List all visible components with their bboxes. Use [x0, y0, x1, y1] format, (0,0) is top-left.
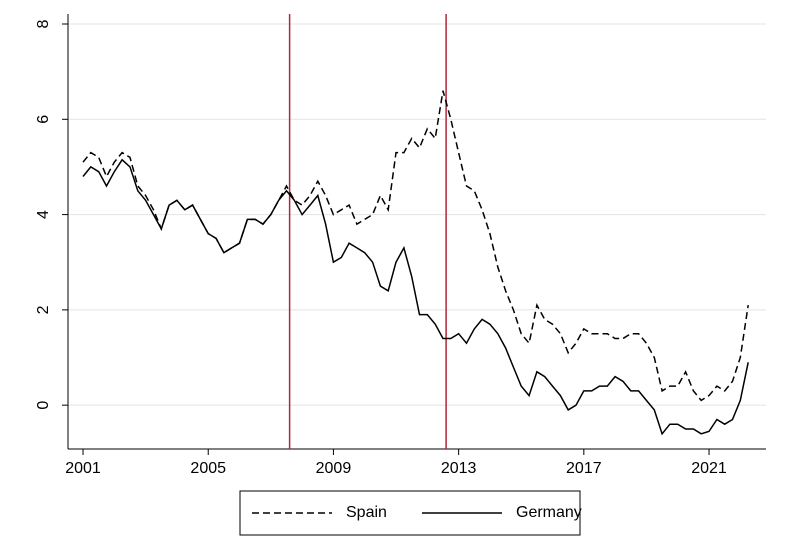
- legend: Spain Germany: [239, 490, 582, 536]
- x-tick-label: 2017: [566, 460, 602, 477]
- x-tick-label: 2021: [691, 460, 727, 477]
- x-tick-label: 2009: [316, 460, 352, 477]
- series-line: [82, 90, 749, 402]
- y-tick-label: 6: [35, 115, 52, 124]
- y-tick-label: 2: [35, 305, 52, 314]
- legend-label: Germany: [516, 504, 582, 521]
- x-tick-label: 2013: [441, 460, 477, 477]
- x-tick-label: 2005: [190, 460, 226, 477]
- x-tick-label: 2001: [65, 460, 101, 477]
- y-tick-label: 4: [35, 210, 52, 219]
- legend-label: Spain: [346, 504, 387, 521]
- y-tick-label: 8: [35, 19, 52, 28]
- y-tick-label: 0: [35, 401, 52, 410]
- series-line: [82, 158, 749, 436]
